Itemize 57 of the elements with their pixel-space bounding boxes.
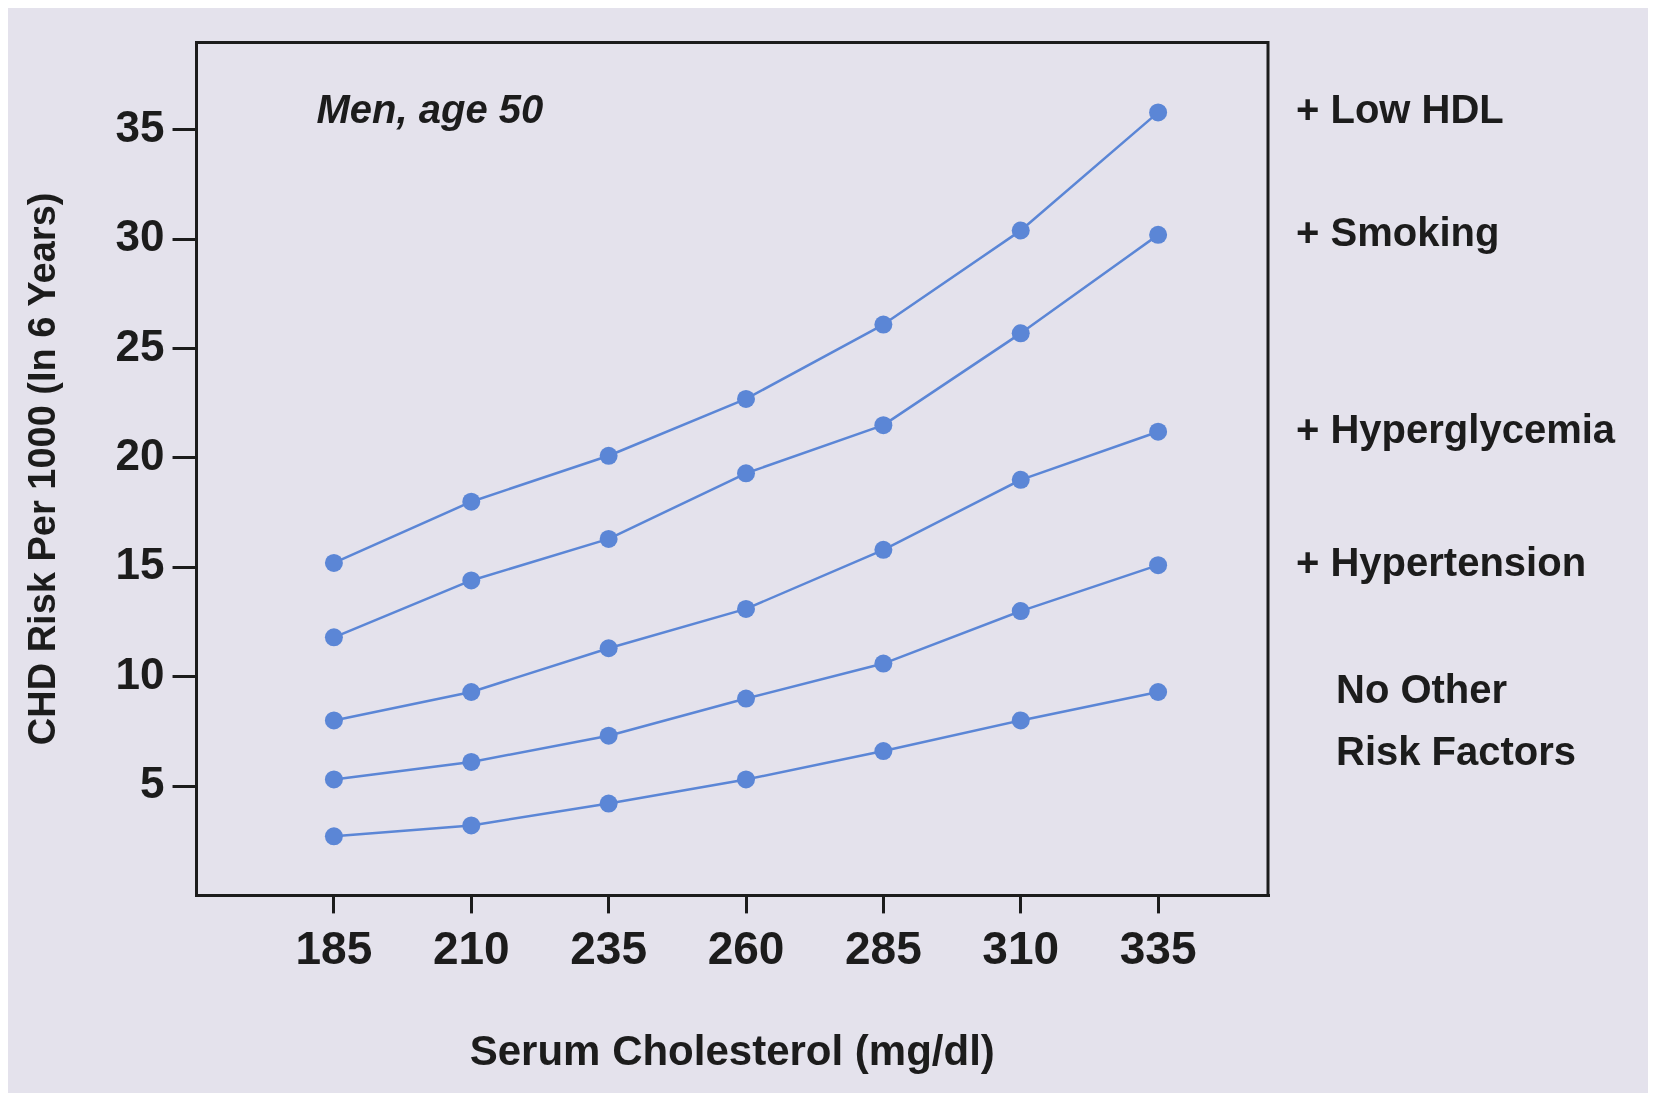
point	[1149, 422, 1168, 441]
y-tick-label: 15	[115, 539, 165, 589]
point	[737, 770, 756, 789]
point	[462, 752, 481, 771]
y-axis-title: CHD Risk Per 1000 (In 6 Years)	[21, 192, 64, 746]
y-tick-label: 5	[140, 758, 165, 808]
point	[737, 464, 756, 483]
y-tick-label: 10	[115, 648, 165, 698]
point	[1149, 225, 1168, 244]
text: + Smoking	[1296, 209, 1500, 254]
point	[599, 446, 618, 465]
text: + Hyperglycemia	[1296, 406, 1616, 451]
point	[324, 827, 343, 846]
point	[324, 711, 343, 730]
point	[737, 599, 756, 618]
point	[1149, 682, 1168, 701]
y-tick-label: 35	[115, 102, 165, 152]
x-tick-label: 210	[432, 921, 510, 974]
x-tick-label: 310	[982, 921, 1060, 974]
point	[324, 553, 343, 572]
point	[1011, 711, 1030, 730]
point	[1011, 602, 1030, 621]
y-tick-label: 20	[115, 430, 165, 480]
point	[874, 654, 893, 673]
point	[1011, 324, 1030, 343]
x-tick-label: 260	[707, 921, 785, 974]
point	[462, 571, 481, 590]
point	[599, 726, 618, 745]
point	[599, 639, 618, 658]
point	[462, 682, 481, 701]
point	[1149, 556, 1168, 575]
point	[462, 492, 481, 511]
point	[874, 742, 893, 761]
point	[737, 389, 756, 408]
y-tick-label: 30	[115, 211, 165, 261]
point	[737, 689, 756, 708]
x-tick-label: 335	[1119, 921, 1197, 974]
point	[599, 794, 618, 813]
point	[324, 770, 343, 789]
point	[874, 315, 893, 334]
text: + Low HDL	[1296, 87, 1504, 132]
point	[462, 816, 481, 835]
x-axis-title: Serum Cholesterol (mg/dl)	[469, 1027, 995, 1075]
point	[324, 628, 343, 647]
x-tick-label: 185	[295, 921, 373, 974]
x-tick-label: 285	[845, 921, 922, 974]
annotation: Men, age 50	[316, 87, 544, 132]
point	[1011, 470, 1030, 489]
point	[874, 416, 893, 435]
text: + Hypertension	[1296, 540, 1587, 585]
x-tick-label: 235	[570, 921, 648, 974]
text: No Other Risk Factors	[1336, 667, 1577, 774]
y-tick-label: 25	[115, 320, 165, 370]
point	[874, 540, 893, 559]
point	[599, 529, 618, 548]
point	[1149, 103, 1168, 122]
point	[1011, 221, 1030, 240]
